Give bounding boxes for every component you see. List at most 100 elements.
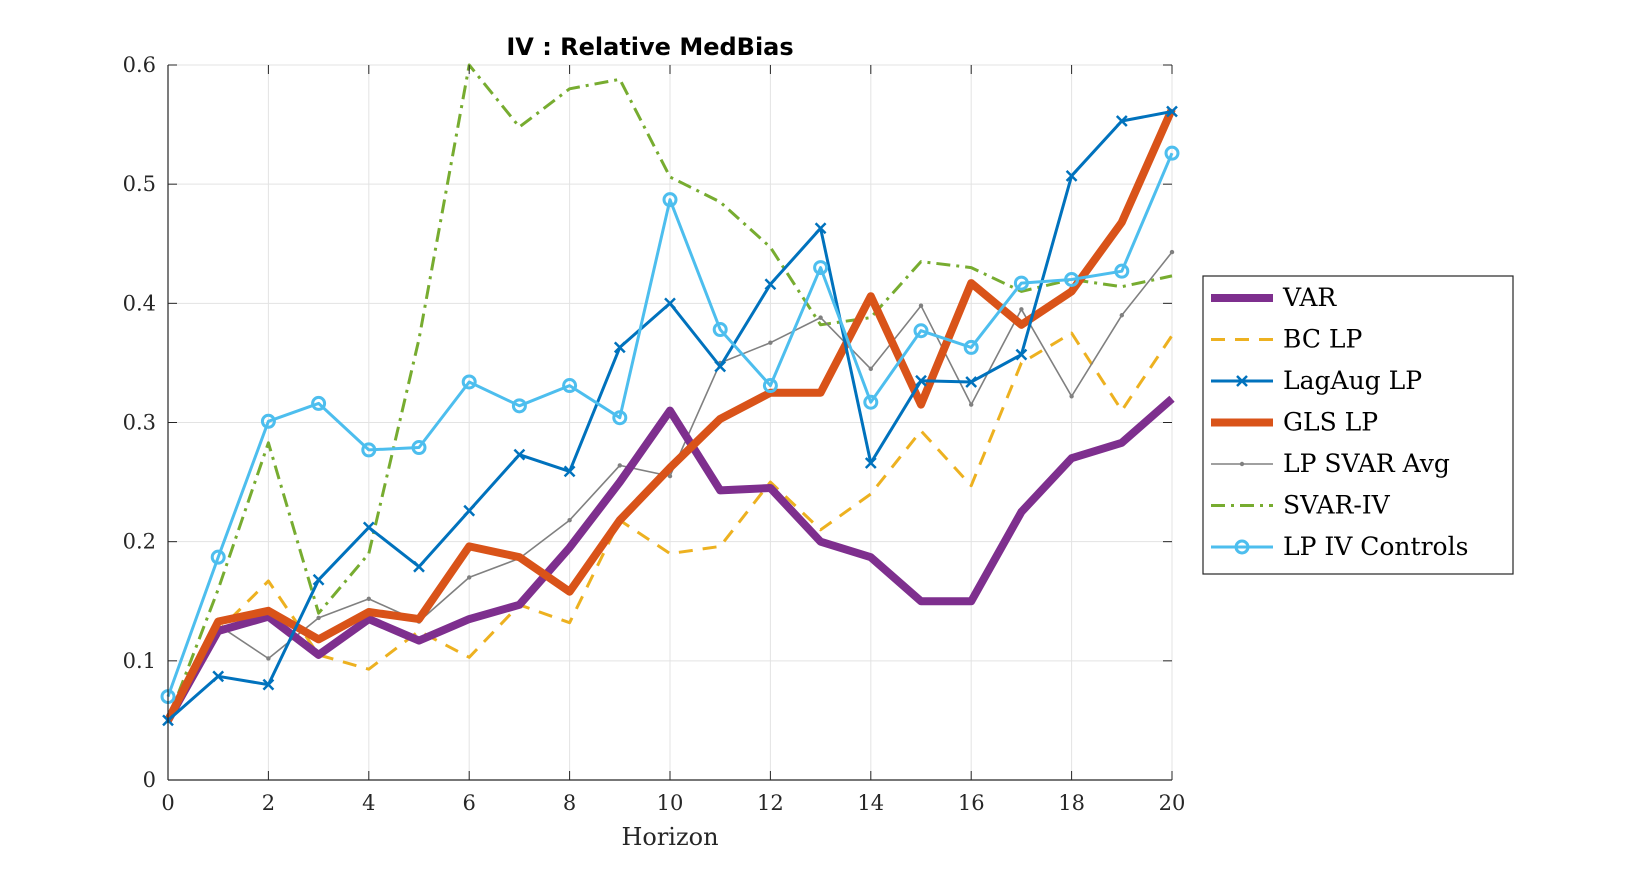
legend-marker <box>1239 461 1245 467</box>
marker-stroke <box>463 504 476 517</box>
series-line <box>166 63 1173 721</box>
data-point <box>864 457 877 469</box>
data-point <box>915 374 927 387</box>
marker-stroke <box>814 222 827 235</box>
legend-item: VAR <box>1211 283 1337 312</box>
data-point <box>361 442 377 458</box>
marker-stroke <box>613 341 626 354</box>
marker-stroke <box>664 297 676 310</box>
data-point <box>613 341 626 354</box>
legend-label: GLS LP <box>1283 408 1378 437</box>
x-tick-label: 12 <box>757 791 784 815</box>
data-point <box>814 222 827 235</box>
marker-stroke <box>362 521 375 534</box>
data-point <box>1169 249 1175 255</box>
data-point <box>863 394 879 410</box>
marker-stroke <box>262 678 275 691</box>
data-point <box>260 413 276 429</box>
y-tick-label: 0.6 <box>123 53 156 77</box>
data-point <box>1069 394 1074 399</box>
data-point <box>1019 307 1024 312</box>
marker-stroke <box>965 376 978 388</box>
data-point <box>362 521 375 534</box>
x-tick-label: 6 <box>463 791 476 815</box>
series-line <box>164 107 1176 723</box>
x-tick-label: 16 <box>958 791 985 815</box>
x-tick-label: 4 <box>362 791 375 815</box>
marker-stroke <box>1236 375 1248 387</box>
data-point <box>1015 348 1028 361</box>
x-tick-label: 18 <box>1058 791 1085 815</box>
marker-stroke <box>1015 348 1028 361</box>
series-group <box>160 63 1180 727</box>
data-point <box>768 340 773 345</box>
legend-item: BC LP <box>1211 325 1362 354</box>
data-point <box>1013 275 1029 291</box>
marker-stroke <box>714 360 727 373</box>
data-point <box>965 376 978 388</box>
data-point <box>1166 105 1178 118</box>
data-point <box>210 549 226 565</box>
data-point <box>617 463 622 468</box>
data-point <box>1115 115 1128 127</box>
legend-label: VAR <box>1282 283 1337 312</box>
marker-stroke <box>413 560 425 573</box>
data-point <box>1065 169 1078 182</box>
legend-item: LP SVAR Avg <box>1211 449 1450 478</box>
data-point <box>969 402 974 407</box>
series-gls-lp <box>164 107 1176 723</box>
data-point <box>1119 313 1125 318</box>
data-point <box>463 504 476 517</box>
data-point <box>813 260 829 276</box>
data-point <box>413 560 425 573</box>
marker-stroke <box>212 670 225 683</box>
data-point <box>868 366 873 372</box>
chart-title: IV : Relative MedBias <box>506 33 793 61</box>
data-point <box>918 303 924 308</box>
x-tick-label: 10 <box>657 791 684 815</box>
legend-label: LP SVAR Avg <box>1283 449 1450 478</box>
data-point <box>764 278 777 291</box>
legend-label: LP IV Controls <box>1283 532 1468 561</box>
marker-stroke <box>864 457 877 469</box>
series-lagaug-lp <box>162 105 1178 727</box>
legend-item: LagAug LP <box>1211 366 1422 395</box>
data-point <box>467 575 472 580</box>
axes: 0 2 4 6 8 10 12 14 16 18 20 0 0.1 0.2 0.3 0.4 0.5 0.6 <box>123 53 1186 815</box>
data-point <box>511 398 527 414</box>
marker-stroke <box>1166 105 1178 118</box>
marker-stroke <box>563 465 576 478</box>
data-point <box>664 297 676 310</box>
legend-label: BC LP <box>1283 325 1362 354</box>
series-line <box>166 152 1174 698</box>
data-point <box>762 378 778 394</box>
y-tick-label: 0 <box>143 768 156 792</box>
series-line <box>164 395 1175 723</box>
data-point <box>662 192 678 208</box>
data-point <box>366 596 371 602</box>
marker-stroke <box>1115 115 1128 127</box>
data-point <box>312 573 325 586</box>
legend-item: GLS LP <box>1211 408 1378 437</box>
y-tick-label: 0.4 <box>123 291 156 315</box>
data-point <box>913 323 929 339</box>
data-point <box>612 410 628 426</box>
data-point <box>562 378 578 394</box>
data-point <box>212 670 225 683</box>
data-point <box>714 360 727 373</box>
legend-item: LP IV Controls <box>1211 532 1468 561</box>
legend-marker <box>1236 375 1248 387</box>
data-point <box>567 518 572 523</box>
y-tick-label: 0.1 <box>123 649 156 673</box>
data-point <box>712 322 728 338</box>
y-tick-label: 0.3 <box>123 411 156 435</box>
series-lp-iv-controls <box>160 145 1180 705</box>
legend-marker <box>1234 539 1250 555</box>
x-tick-label: 0 <box>161 791 174 815</box>
data-point <box>461 374 477 390</box>
marker-stroke <box>764 278 777 291</box>
data-point <box>311 395 327 411</box>
data-point <box>262 678 275 691</box>
